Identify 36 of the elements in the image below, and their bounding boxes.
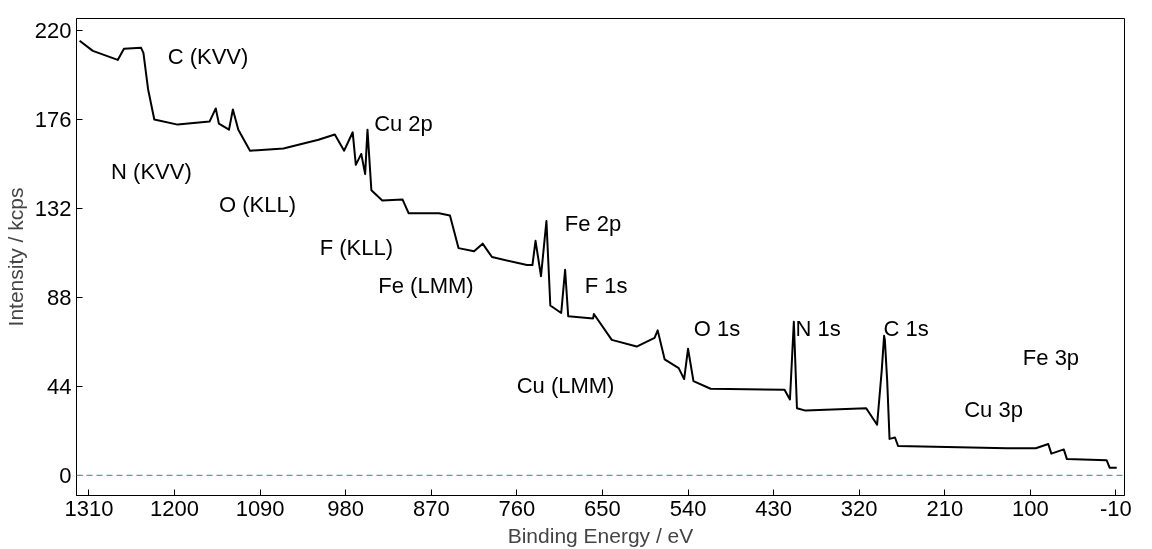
x-tick-label: 1310 (64, 495, 114, 521)
annotation: N (KVV) (111, 158, 192, 184)
x-tick-label: -10 (1100, 495, 1132, 521)
annotation: C 1s (883, 316, 929, 342)
x-tick-label: 870 (412, 495, 450, 521)
annotation: Fe 3p (1022, 344, 1080, 370)
x-tick-label: 430 (755, 495, 792, 521)
annotation: F 1s (584, 273, 628, 299)
x-axis-title: Binding Energy / eV (507, 523, 694, 547)
annotation: Fe (LMM) (378, 273, 474, 299)
x-tick-label: 650 (584, 495, 621, 521)
x-tick-label: 760 (498, 495, 536, 521)
annotation: C (KVV) (167, 44, 249, 70)
x-tick-label: 210 (926, 495, 964, 521)
annotation: Cu 2p (374, 110, 433, 136)
annotation: Fe 2p (564, 211, 622, 237)
line-series (78, 39, 1118, 469)
x-tick-label: 1090 (235, 495, 285, 521)
x-tick-label: 980 (327, 495, 365, 521)
annotation: O 1s (693, 316, 741, 342)
x-tick-label: 100 (1012, 495, 1049, 521)
x-tick-label: 320 (840, 495, 878, 521)
x-tick-label: 1200 (150, 495, 200, 521)
annotation: Cu 3p (964, 397, 1023, 423)
y-tick-label: 220 (34, 18, 72, 44)
y-tick-label: 132 (34, 195, 72, 221)
annotation: F (KLL) (319, 234, 393, 260)
x-tick-label: 540 (669, 495, 707, 521)
annotation: Cu (LMM) (516, 373, 615, 399)
y-tick-label: 44 (47, 373, 72, 399)
y-tick-label: 88 (47, 284, 72, 310)
annotation: N 1s (795, 316, 841, 342)
annotation: O (KLL) (219, 192, 297, 218)
y-tick-label: 0 (59, 462, 72, 488)
y-tick-label: 176 (34, 107, 72, 133)
y-axis-title: Intensity / kcps (3, 187, 27, 327)
